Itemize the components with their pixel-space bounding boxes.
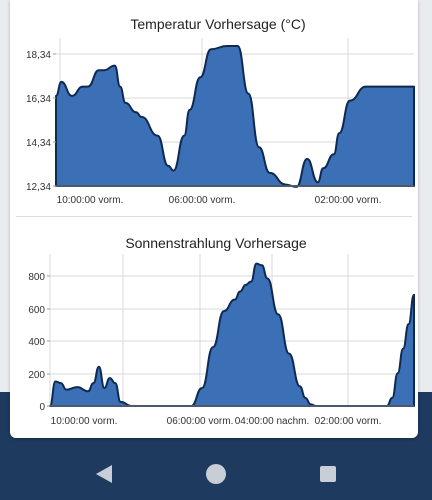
- temperature-x-tick-label: 02:00:00 vorm.: [315, 195, 382, 206]
- solar-radiation-y-tick-label: 200: [28, 370, 45, 381]
- solar-radiation-y-tick-label: 800: [28, 272, 45, 283]
- temperature-y-tick-label: 16,34: [26, 94, 51, 105]
- solar-radiation-y-tick-label: 0: [39, 402, 45, 413]
- solar-radiation-x-tick-label: 04:00:00 nachm.: [235, 416, 310, 427]
- home-icon[interactable]: [202, 460, 230, 488]
- forecast-card: 12,34 14,34 16,34 18,34 10:00:00 vorm. 06:00:…: [10, 0, 418, 438]
- solar-radiation-x-tick-label: 10:00:00 vorm.: [51, 416, 118, 427]
- solar-radiation-y-tick-label: 600: [28, 305, 45, 316]
- chart-divider: [16, 216, 412, 217]
- temperature-chart: 12,34 14,34 16,34 18,34 10:00:00 vorm. 06:00:…: [26, 16, 415, 206]
- temperature-y-tick-label: 12,34: [26, 182, 51, 193]
- recents-icon[interactable]: [314, 460, 342, 488]
- temperature-y-tick-label: 18,34: [26, 50, 51, 61]
- android-navigation-bar: [0, 448, 432, 500]
- temperature-x-tick-label: 10:00:00 vorm.: [57, 195, 124, 206]
- solar-radiation-y-tick-label: 400: [28, 337, 45, 348]
- solar-radiation-area: [49, 262, 415, 407]
- solar-radiation-x-tick-label: 02:00:00 vorm.: [315, 416, 382, 427]
- solar-radiation-chart: 0 200 400 600 800 10:00:00 vorm. 06:00:00 vorm…: [28, 235, 415, 427]
- temperature-x-tick-label: 06:00:00 vorm.: [169, 195, 236, 206]
- temperature-y-tick-label: 14,34: [26, 138, 51, 149]
- temperature-chart-title: Temperatur Vorhersage (°C): [130, 16, 305, 32]
- temperature-area: [55, 45, 415, 188]
- back-icon[interactable]: [90, 460, 118, 488]
- solar-radiation-x-tick-label: 06:00:00 vorm.: [167, 416, 234, 427]
- solar-radiation-chart-title: Sonnenstrahlung Vorhersage: [125, 235, 307, 251]
